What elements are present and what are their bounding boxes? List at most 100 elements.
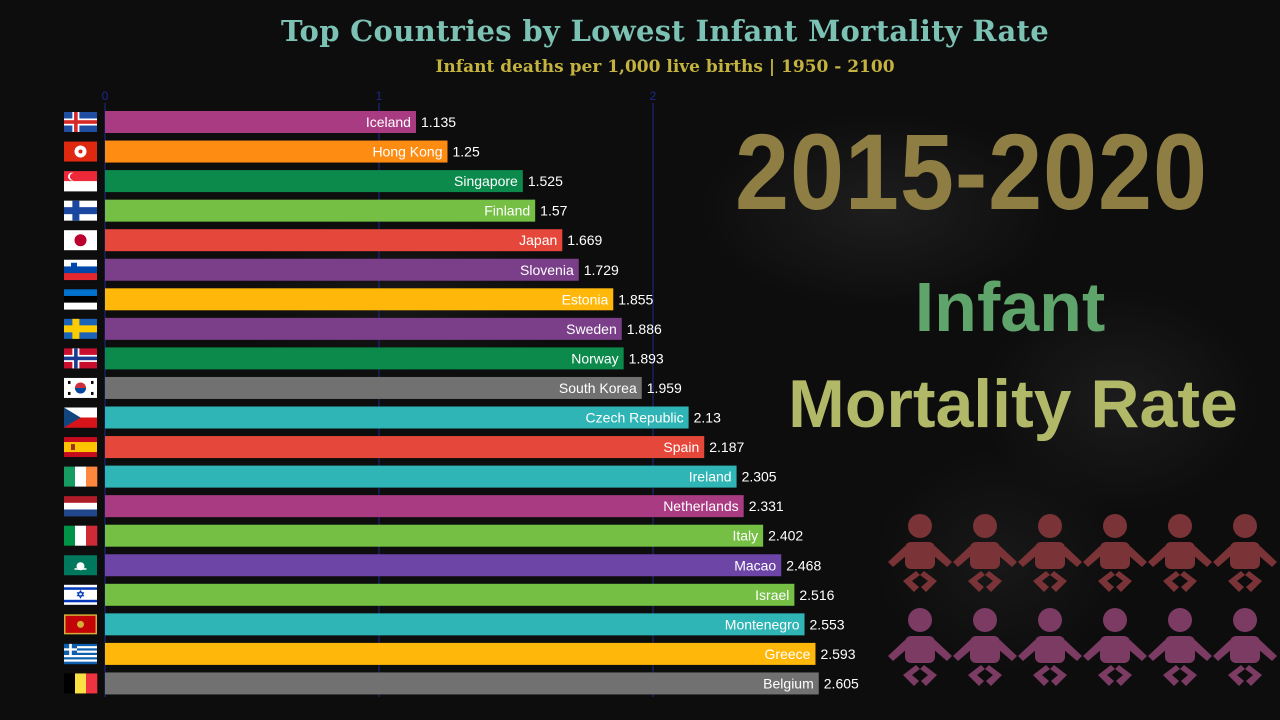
bar-value-label: 2.331 [749,498,784,514]
x-tick-label: 0 [102,89,109,103]
bar-category-label: South Korea [559,380,637,396]
iceland-flag [64,112,97,132]
bar-category-label: Italy [732,528,758,544]
x-tick-label: 1 [376,89,383,103]
italy-flag [64,525,98,546]
bar-value-label: 1.886 [627,321,662,337]
japan-flag [64,230,97,251]
estonia-flag [64,289,97,310]
bar [105,495,744,518]
sweden-flag [64,318,97,339]
baby-icon [1148,514,1212,592]
greece-flag [64,643,97,665]
bar [105,672,819,695]
baby-icon [1083,608,1147,686]
bar [105,288,614,311]
ireland-flag [64,466,98,487]
bar-category-label: Greece [765,646,811,662]
bar-category-label: Netherlands [663,498,739,514]
finland-flag [64,200,97,221]
bar-value-label: 1.525 [528,173,563,189]
bar-category-label: Czech Republic [586,410,684,426]
bar [105,406,689,429]
baby-icon [1083,514,1147,592]
baby-icons-group [888,514,1277,686]
israel-flag [64,584,97,605]
netherlands-flag [64,496,97,517]
south-korea-flag [64,377,97,398]
metric-label-line2: Mortality Rate [788,366,1238,442]
baby-icon [888,608,952,686]
bar [105,583,795,606]
baby-icon [1213,608,1277,686]
bar-category-label: Norway [571,350,618,366]
bar [105,376,642,399]
bar-category-label: Slovenia [520,262,574,278]
bar [105,347,624,370]
bar-category-label: Finland [484,203,530,219]
bar-chart: 0 1 2 Iceland 1.135 Hong Kong 1.25 Singapore 1.5… [64,89,859,697]
belgium-flag [64,673,98,694]
chart-subtitle: Infant deaths per 1,000 live births | 19… [435,57,895,77]
bar [105,229,563,252]
slovenia-flag [64,259,97,281]
bar-value-label: 1.855 [618,291,653,307]
baby-icon [1213,514,1277,592]
metric-label-line1: Infant [914,268,1106,346]
bar-category-label: Macao [734,557,776,573]
bar-category-label: Ireland [689,469,732,485]
bar [105,199,536,222]
hong-kong-flag [64,141,97,162]
czech-republic-flag [64,407,97,428]
bar-value-label: 1.57 [540,203,567,219]
spain-flag [64,437,97,458]
bar-category-label: Japan [519,232,557,248]
bar [105,465,737,488]
bar-category-label: Singapore [454,173,518,189]
bar-value-label: 2.305 [742,469,777,485]
bar-value-label: 1.729 [584,262,619,278]
baby-icon [1018,514,1082,592]
montenegro-flag [64,614,97,635]
bar [105,524,764,547]
bar-category-label: Sweden [566,321,617,337]
bar [105,436,705,459]
bar [105,111,416,133]
bar-value-label: 1.135 [421,114,456,130]
bar [105,642,816,665]
bar-value-label: 1.959 [647,380,682,396]
bar-value-label: 2.402 [768,528,803,544]
bar-value-label: 2.468 [786,557,821,573]
bar-value-label: 2.593 [820,646,855,662]
bar-value-label: 2.13 [694,410,721,426]
chart-title: Top Countries by Lowest Infant Mortality… [281,14,1049,48]
bar-value-label: 1.669 [567,232,602,248]
bar-category-label: Estonia [562,291,609,307]
bar [105,170,523,193]
baby-icon [1148,608,1212,686]
baby-icon [888,514,952,592]
baby-icon [953,608,1017,686]
period-label: 2015-2020 [735,111,1208,232]
bar-value-label: 2.553 [810,616,845,632]
bar [105,613,805,636]
bar-category-label: Belgium [763,675,814,691]
bar [105,140,448,163]
norway-flag [64,348,97,369]
bar [105,554,782,577]
bar [105,258,579,281]
macao-flag [64,555,97,576]
bar-category-label: Montenegro [725,616,800,632]
baby-icon [1018,608,1082,686]
singapore-flag [64,171,97,192]
bar-value-label: 1.25 [453,144,480,160]
bar-value-label: 1.893 [629,350,664,366]
bar [105,317,622,340]
bar-value-label: 2.187 [709,439,744,455]
bar-category-label: Israel [755,587,789,603]
x-tick-label: 2 [650,89,657,103]
bar-value-label: 2.516 [799,587,834,603]
bar-category-label: Iceland [366,114,411,130]
baby-icon [953,514,1017,592]
bar-value-label: 2.605 [824,675,859,691]
